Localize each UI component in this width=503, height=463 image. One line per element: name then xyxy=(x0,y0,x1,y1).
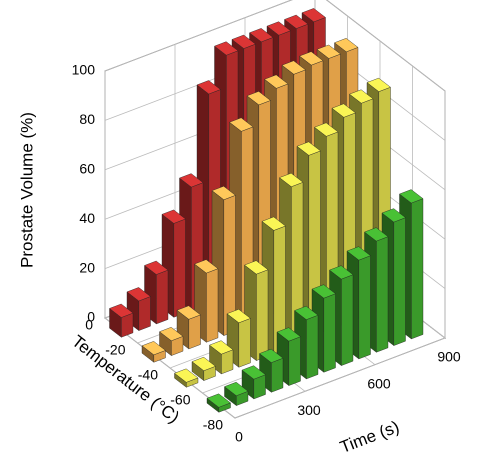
bar xyxy=(209,340,234,375)
bar-top xyxy=(329,265,354,280)
y-tick-label: -60 xyxy=(170,392,190,408)
bar-top xyxy=(206,393,231,408)
x-tick-label: 600 xyxy=(367,375,391,391)
bar-top xyxy=(266,21,291,36)
bar-top xyxy=(314,122,339,137)
bar-top xyxy=(299,51,324,66)
bar-top xyxy=(194,259,219,274)
bar xyxy=(159,327,184,357)
bar-front xyxy=(206,268,219,343)
bar xyxy=(226,309,251,368)
bar-top xyxy=(229,117,254,132)
bar-top xyxy=(311,284,336,299)
bar-top xyxy=(294,305,319,320)
bar-top xyxy=(179,173,204,188)
y-tick-label: -80 xyxy=(203,417,223,433)
grid-line xyxy=(234,337,446,419)
z-tick-label: 0 xyxy=(87,309,95,325)
bar-top xyxy=(141,341,166,356)
bar-front xyxy=(341,274,354,366)
bar-top xyxy=(246,91,271,106)
bar-top xyxy=(176,305,201,320)
bar-top xyxy=(364,227,389,242)
bar-top xyxy=(191,356,216,371)
bar xyxy=(109,303,134,338)
bar-top xyxy=(161,209,186,224)
z-tick-label: 100 xyxy=(72,62,96,78)
bar-top xyxy=(316,44,341,59)
bar-top xyxy=(211,185,236,200)
bar-top xyxy=(261,216,286,231)
bar-top xyxy=(346,246,371,261)
bar-top xyxy=(224,381,249,396)
bar-top xyxy=(174,368,199,383)
bar-top xyxy=(241,365,266,380)
bar-front xyxy=(411,198,424,340)
x-tick-label: 900 xyxy=(437,349,461,365)
y-tick-label: -20 xyxy=(105,342,125,358)
bar-top xyxy=(366,77,391,92)
bar xyxy=(241,365,266,400)
bar-top xyxy=(244,260,269,275)
bar xyxy=(206,393,231,413)
bar-front xyxy=(376,236,389,353)
bar-top xyxy=(296,141,321,156)
bar-top xyxy=(331,103,356,118)
bar-top xyxy=(231,34,256,49)
bar-front xyxy=(306,314,319,380)
bar xyxy=(174,368,199,388)
x-axis-label: Time (s) xyxy=(337,417,401,457)
bar-top xyxy=(196,80,221,95)
bar-top xyxy=(279,172,304,187)
bar-top xyxy=(249,28,274,43)
bar xyxy=(141,341,166,363)
bar-top xyxy=(264,74,289,89)
bar-top xyxy=(144,260,169,275)
grid-line xyxy=(104,0,293,72)
z-tick-label: 60 xyxy=(79,161,95,177)
bar-top xyxy=(334,38,359,53)
bar-front xyxy=(238,318,251,368)
bar-top xyxy=(276,327,301,342)
x-tick-label: 300 xyxy=(297,402,321,418)
z-tick-label: 20 xyxy=(79,259,95,275)
bar xyxy=(311,284,336,373)
bar-top xyxy=(159,327,184,342)
bar-top xyxy=(126,287,151,302)
bar-front xyxy=(271,357,284,393)
z-axis-label: Prostate Volume (%) xyxy=(17,112,36,268)
bar-top xyxy=(381,208,406,223)
z-tick-label: 40 xyxy=(79,210,95,226)
bar-front xyxy=(288,336,301,386)
bar-front xyxy=(256,269,269,361)
y-tick-label: 0 xyxy=(85,317,93,333)
bar-top xyxy=(349,89,374,104)
bar-front xyxy=(173,218,186,318)
bar-top xyxy=(301,8,326,23)
bar-top xyxy=(259,348,284,363)
bar-front xyxy=(323,293,336,373)
bar-top xyxy=(209,340,234,355)
bar-top xyxy=(284,14,309,29)
bar-front xyxy=(358,255,371,360)
bar xyxy=(224,381,249,407)
bar-top xyxy=(109,303,134,318)
bar-top xyxy=(281,60,306,75)
y-tick-label: -40 xyxy=(138,367,158,383)
bar-front xyxy=(156,269,169,325)
bar-front xyxy=(393,217,406,346)
bar-front xyxy=(188,314,201,350)
bar-top xyxy=(399,189,424,204)
x-tick-label: 0 xyxy=(235,429,243,445)
z-tick-label: 80 xyxy=(79,111,95,127)
bar-top xyxy=(214,41,239,56)
bar-front xyxy=(138,296,151,331)
bar-top xyxy=(226,309,251,324)
bar xyxy=(191,356,216,382)
